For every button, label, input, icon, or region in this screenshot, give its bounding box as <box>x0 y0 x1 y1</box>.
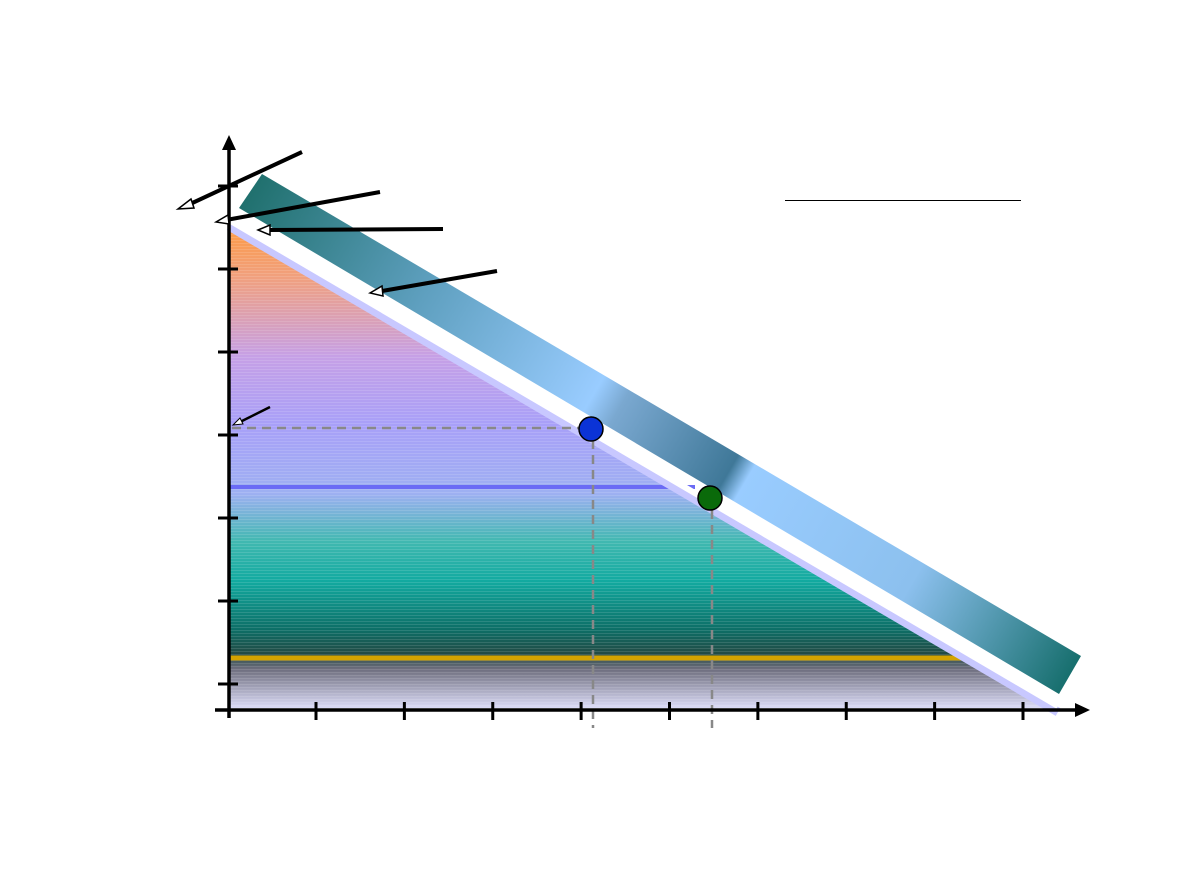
point-b <box>697 485 723 511</box>
pointer-arrow-3 <box>269 227 444 232</box>
x-axis-ticks <box>314 702 1025 720</box>
budget-line-edge <box>226 222 1061 716</box>
pointer-arrow-1 <box>187 150 303 207</box>
budget-line <box>227 217 1060 709</box>
shifted-budget-band <box>239 174 1081 694</box>
y-axis-arrowhead <box>222 135 236 150</box>
annotation-arrows <box>175 150 498 426</box>
pointer-arrow-2-head <box>213 213 230 225</box>
pointer-arrow-5 <box>239 405 271 424</box>
pointer-arrow-3-head <box>256 223 271 237</box>
pointer-arrow-4 <box>381 269 498 293</box>
x-axis-arrowhead <box>1075 703 1090 717</box>
legend-title <box>785 176 1021 201</box>
pointer-arrow-1-head <box>175 197 196 210</box>
pointer-arrow-5-head <box>231 417 244 426</box>
y-axis-ticks <box>218 184 238 686</box>
point-a <box>578 416 604 442</box>
pointer-arrow-2 <box>225 190 381 222</box>
pointer-arrow-4-head <box>367 284 384 297</box>
